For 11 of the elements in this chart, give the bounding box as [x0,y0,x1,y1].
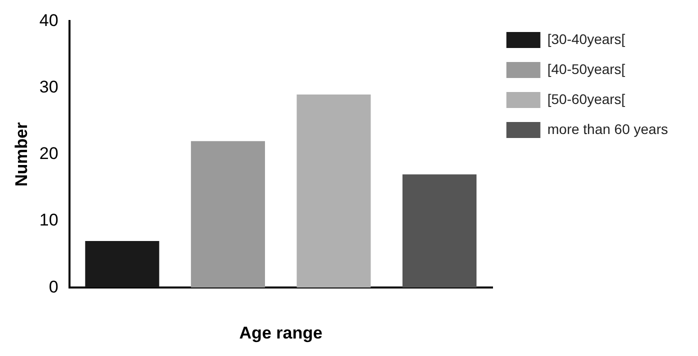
y-tick-label: 20 [39,144,58,164]
y-tick-label: 30 [39,77,58,96]
legend-label: more than 60 years [547,120,668,137]
y-tick-label: 0 [48,277,58,296]
y-axis-title: Number [12,122,31,187]
legend-label: [30-40years[ [547,30,626,47]
legend-label: [40-50years[ [547,60,626,77]
x-axis-title: Age range [239,323,322,342]
y-tick-label: 40 [39,10,58,30]
legend-label: [50-60years[ [547,90,626,107]
y-tick-label: 10 [39,210,58,230]
